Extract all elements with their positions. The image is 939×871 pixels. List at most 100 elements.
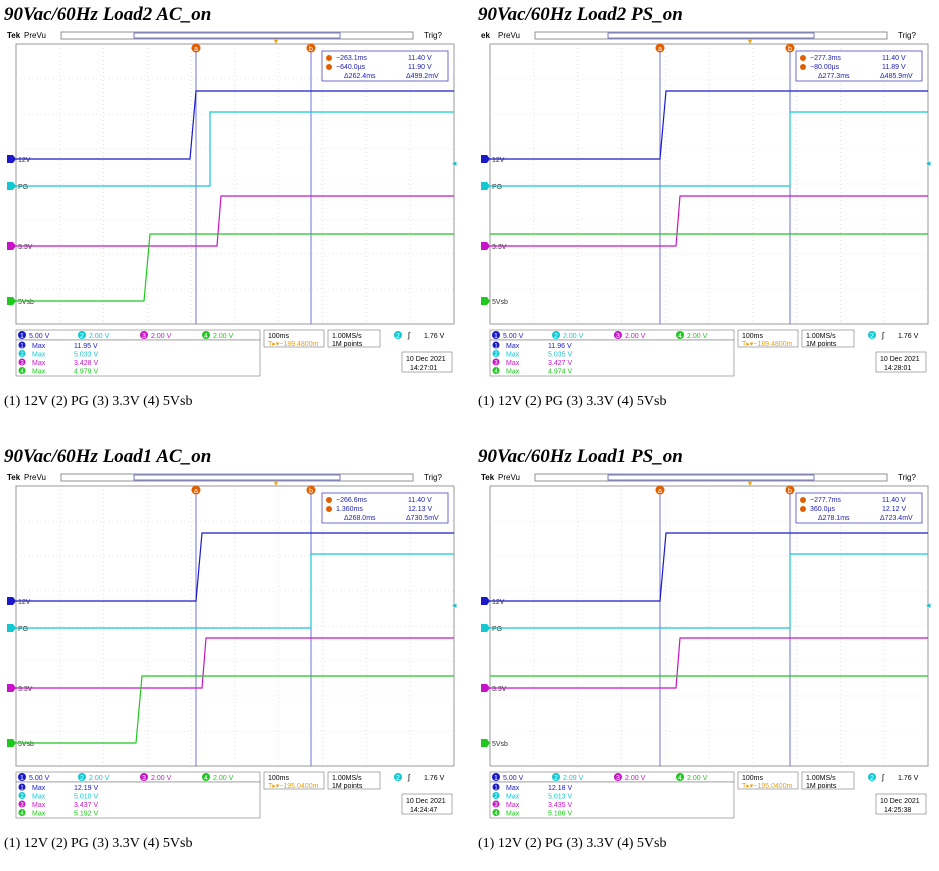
channel-2-scale-icon — [78, 773, 86, 781]
channel-2-label: PG — [492, 184, 502, 191]
measurement-value: 4.974 V — [548, 369, 572, 376]
channel-2-scale-value: 2.09 V — [563, 775, 584, 782]
measurement-channel-icon — [18, 367, 26, 374]
capture-date: 10 Dec 2021 — [880, 798, 920, 805]
cursor-a-marker — [191, 485, 201, 495]
cursor-delta-time: Δ262.4ms — [344, 73, 376, 80]
measurement-label: Max — [506, 785, 520, 792]
cursor-a-readout-icon — [326, 497, 332, 503]
trigger-position-value: T▸▾−189.4800m — [268, 341, 319, 348]
cursor-a-time: −277.3ms — [810, 55, 841, 62]
cursor-b-marker — [785, 485, 795, 495]
trigger-position-value: T▸▾−195.0400m — [268, 783, 319, 790]
panel-caption: (1) 12V (2) PG (3) 3.3V (4) 5Vsb — [478, 836, 667, 851]
cursor-delta-volt: Δ499.2mV — [406, 73, 439, 80]
measurement-channel-number: 1 — [494, 344, 498, 350]
measurement-channel-icon — [18, 809, 26, 816]
cursor-b-readout-icon — [326, 64, 332, 70]
trigger-level: 1.76 V — [898, 333, 919, 340]
trigger-source-number: 2 — [396, 333, 400, 340]
oscilloscope-screenshot: Tek PreVu Trig? ▾ a b −263.1ms 11.40 V −640.0µs 1… — [6, 28, 458, 378]
record-view-bar — [534, 473, 888, 482]
channel-1-scale-value: 5.00 V — [29, 333, 50, 340]
measurement-channel-number: 4 — [20, 811, 24, 817]
timebase-box — [737, 329, 799, 348]
measurement-channel-number: 3 — [20, 361, 24, 367]
measurement-channel-icon — [492, 367, 500, 374]
channel-1-scale-number: 1 — [494, 333, 498, 340]
cursor-readout-box — [795, 492, 923, 524]
cursor-a-marker — [655, 43, 665, 53]
cursor-delta-time: Δ278.1ms — [818, 515, 850, 522]
acquisition-box — [801, 329, 855, 348]
measurement-value: 12.18 V — [548, 785, 572, 792]
timestamp-box — [875, 351, 927, 373]
cursor-b-volt: 11.90 V — [408, 64, 432, 71]
channel-4-ground-marker — [481, 739, 490, 747]
acquisition-box — [327, 771, 381, 790]
cursor-a-time: −266.6ms — [336, 497, 367, 504]
ch2-waveform — [490, 553, 928, 629]
measurement-channel-icon — [492, 800, 500, 808]
capture-time: 14:25:38 — [884, 807, 911, 814]
channel-4-label: 5Vsb — [18, 299, 34, 306]
measurement-channel-number: 2 — [20, 794, 24, 800]
cursor-a-volt: 11.40 V — [882, 55, 906, 62]
cursor-delta-volt: Δ723.4mV — [880, 515, 913, 522]
ch2-offscreen-marker: ◂ — [452, 600, 457, 610]
channel-2-scale-icon — [78, 331, 86, 339]
trigger-position-icon: ▾ — [274, 479, 278, 488]
channel-1-label: 12V — [18, 157, 31, 164]
cursor-a-label: a — [658, 488, 662, 495]
measurement-label: Max — [506, 360, 520, 367]
channel-2-scale-value: 2.00 V — [563, 333, 584, 340]
cursor-b-volt: 12.13 V — [408, 506, 432, 513]
capture-time: 14:27:01 — [410, 365, 437, 372]
channel-2-ground-marker — [7, 624, 16, 632]
trigger-source-number: 2 — [870, 333, 874, 340]
brand-logo: Tek — [7, 473, 21, 482]
measurement-label: Max — [32, 360, 46, 367]
trigger-source-icon — [394, 331, 402, 339]
trigger-slope-icon: ʃ — [881, 773, 885, 782]
ch1-waveform — [490, 90, 928, 160]
channel-1-scale-number: 1 — [494, 775, 498, 782]
acquisition-box — [801, 771, 855, 790]
measurement-value: 5.033 V — [74, 352, 98, 359]
record-length: 1M points — [332, 341, 363, 348]
ch3-waveform — [490, 637, 928, 689]
timebase-value: 100ms — [268, 333, 290, 340]
scope-panel-1: 90Vac/60Hz Load2 AC_on Tek PreVu Trig? ▾ a b −… — [4, 4, 464, 424]
channel-1-ground-marker — [481, 597, 490, 605]
acquisition-mode: PreVu — [24, 473, 46, 482]
channel-3-scale-value: 2.00 V — [151, 333, 172, 340]
channel-4-scale-number: 4 — [678, 775, 682, 782]
sample-rate: 1.00MS/s — [806, 775, 836, 782]
measurement-value: 4.979 V — [74, 369, 98, 376]
trigger-position-value: T▸▾−189.4800m — [742, 341, 793, 348]
measurement-value: 3.427 V — [548, 360, 572, 367]
measurement-box — [489, 339, 735, 377]
channel-3-scale-icon — [140, 331, 148, 339]
channel-4-label: 5Vsb — [492, 741, 508, 748]
measurement-channel-number: 4 — [494, 811, 498, 817]
panel-caption: (1) 12V (2) PG (3) 3.3V (4) 5Vsb — [4, 394, 193, 409]
cursor-delta-volt: Δ485.9mV — [880, 73, 913, 80]
cursor-b-label: b — [788, 488, 792, 495]
measurement-label: Max — [506, 794, 520, 801]
cursor-b-marker — [785, 43, 795, 53]
measurement-channel-icon — [18, 800, 26, 808]
measurement-channel-icon — [492, 350, 500, 357]
channel-3-scale-icon — [140, 773, 148, 781]
measurement-label: Max — [506, 802, 520, 809]
measurement-channel-icon — [18, 358, 26, 366]
cursor-a-volt: 11.40 V — [882, 497, 906, 504]
trigger-status: Trig? — [424, 473, 442, 482]
trigger-status: Trig? — [898, 473, 916, 482]
measurement-label: Max — [506, 811, 520, 818]
timebase-value: 100ms — [742, 333, 764, 340]
channel-1-scale-icon — [18, 773, 26, 781]
channel-2-scale-icon — [552, 773, 560, 781]
cursor-b-readout-icon — [800, 506, 806, 512]
record-view-window — [607, 474, 815, 481]
